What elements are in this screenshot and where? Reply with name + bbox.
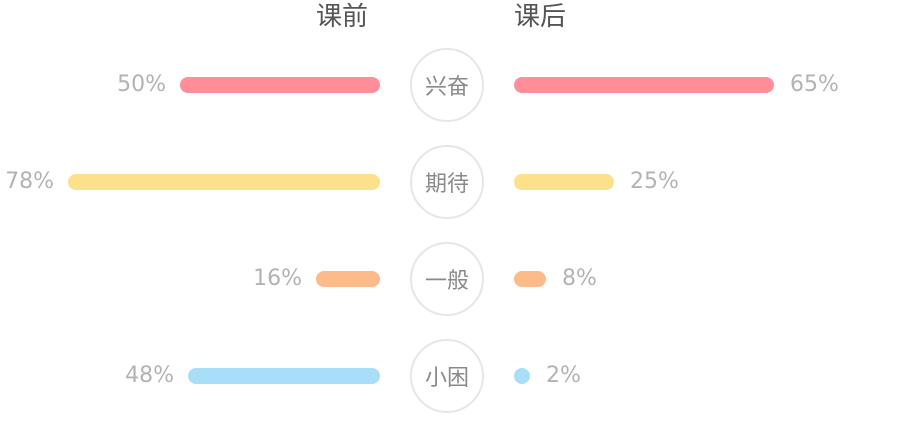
after-bar xyxy=(514,77,774,93)
category-label: 小困 xyxy=(424,366,469,391)
category-label: 兴奋 xyxy=(424,75,469,100)
before-value-label: 50% xyxy=(117,72,166,97)
category-label: 一般 xyxy=(424,269,469,294)
before-value-label: 48% xyxy=(125,363,174,388)
before-bar xyxy=(188,368,380,384)
before-value-label: 78% xyxy=(5,169,54,194)
before-column-header: 课前 xyxy=(316,2,369,32)
category-label: 期待 xyxy=(424,172,469,197)
after-bar xyxy=(514,368,530,384)
after-value-label: 25% xyxy=(630,169,679,194)
after-bar xyxy=(514,271,546,287)
category-circle: 一般 xyxy=(410,242,484,316)
after-column-header: 课后 xyxy=(514,2,567,32)
after-bar xyxy=(514,174,614,190)
before-bar xyxy=(68,174,380,190)
category-circle: 小困 xyxy=(410,339,484,413)
before-bar xyxy=(180,77,380,93)
before-value-label: 16% xyxy=(253,266,302,291)
before-bar xyxy=(316,271,380,287)
after-value-label: 8% xyxy=(562,266,597,291)
after-value-label: 65% xyxy=(790,72,839,97)
category-circle: 期待 xyxy=(410,145,484,219)
category-circle: 兴奋 xyxy=(410,48,484,122)
after-value-label: 2% xyxy=(546,363,581,388)
